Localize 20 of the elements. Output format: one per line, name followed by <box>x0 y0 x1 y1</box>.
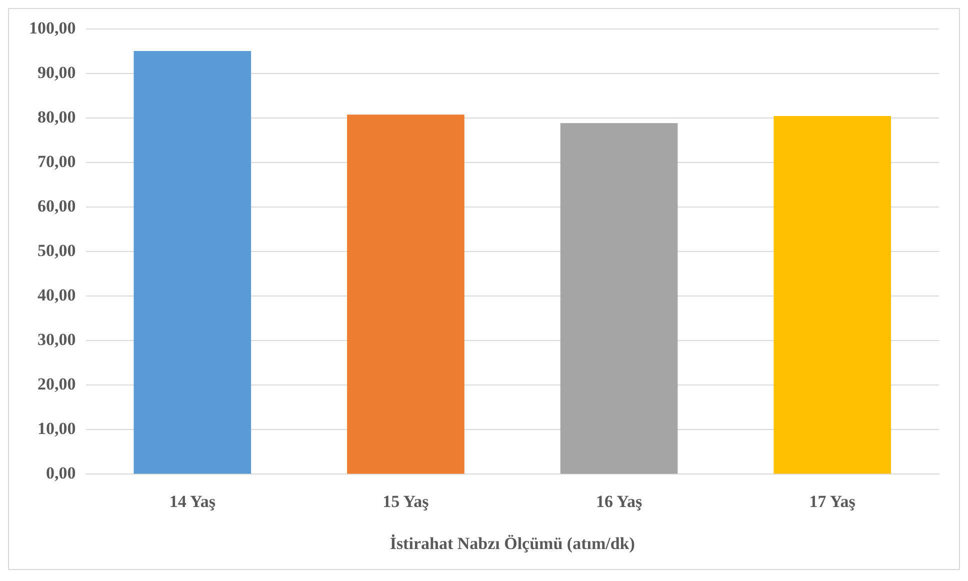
bar <box>560 123 678 474</box>
x-tick-label: 17 Yaş <box>809 492 856 511</box>
x-tick-label: 15 Yaş <box>382 492 430 511</box>
y-tick-label: 20,00 <box>38 374 76 394</box>
y-tick-label: 80,00 <box>38 108 76 127</box>
x-tick-label: 14 Yaş <box>169 492 216 511</box>
y-tick-label: 90,00 <box>38 63 76 82</box>
y-tick-label: 70,00 <box>38 152 76 172</box>
y-tick-label: 30,00 <box>38 330 76 350</box>
y-tick-label: 10,00 <box>38 419 76 438</box>
x-tick-label: 16 Yaş <box>596 492 642 511</box>
bar <box>774 116 892 474</box>
y-tick-label: 40,00 <box>38 286 76 305</box>
y-tick-label: 60,00 <box>38 196 76 216</box>
bar <box>347 114 464 474</box>
bar <box>134 51 252 474</box>
x-axis-title: İstirahat Nabzı Ölçümü (atım/dk) <box>390 534 635 554</box>
y-tick-label: 0,00 <box>46 464 76 483</box>
y-tick-label: 100,00 <box>29 18 76 38</box>
y-tick-label: 50,00 <box>38 241 76 260</box>
